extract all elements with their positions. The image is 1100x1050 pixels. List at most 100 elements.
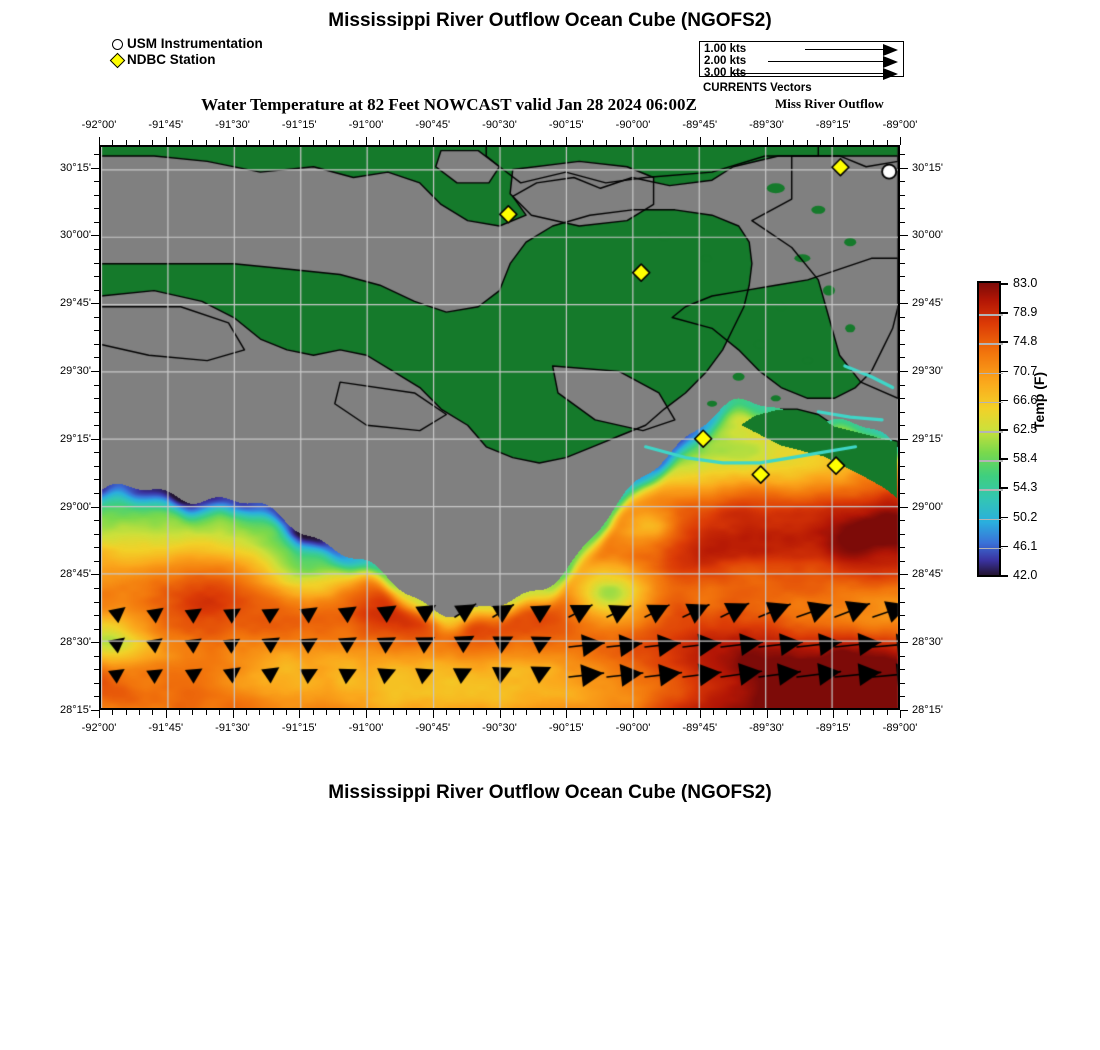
colorbar-tick-label: 42.0 bbox=[1013, 568, 1038, 582]
currents-vector-legend: 1.00 kts 2.00 kts 3.00 kts bbox=[699, 41, 904, 80]
colorbar-tick-label: 66.6 bbox=[1013, 392, 1038, 407]
axis-tick bbox=[392, 710, 394, 715]
axis-tick bbox=[659, 710, 661, 715]
lat-tick-label: 28°15' bbox=[60, 704, 91, 716]
vector-legend-label-1: 1.00 kts bbox=[704, 43, 747, 55]
axis-tick bbox=[846, 710, 848, 715]
axis-tick bbox=[406, 710, 408, 715]
axis-tick bbox=[900, 221, 905, 223]
axis-tick bbox=[179, 710, 181, 715]
axis-tick bbox=[900, 710, 908, 711]
axis-tick bbox=[900, 465, 905, 467]
axis-tick bbox=[900, 303, 908, 305]
axis-tick bbox=[900, 398, 905, 400]
axis-tick bbox=[900, 669, 905, 671]
axis-tick bbox=[873, 710, 875, 715]
axis-tick bbox=[606, 710, 608, 715]
colorbar-band-separator bbox=[979, 372, 1003, 375]
colorbar-tick-label: 50.2 bbox=[1013, 509, 1038, 524]
axis-tick bbox=[245, 710, 247, 715]
lon-tick-label: -89°30' bbox=[749, 722, 784, 734]
lon-tick-label: -90°15' bbox=[548, 119, 584, 131]
legend-label-ndbc: NDBC Station bbox=[127, 52, 216, 67]
axis-tick bbox=[646, 710, 648, 715]
axis-tick bbox=[91, 438, 99, 440]
colorbar-band-separator bbox=[979, 343, 1003, 345]
lon-tick-label: -89°30' bbox=[749, 119, 784, 131]
axis-tick bbox=[352, 710, 354, 715]
colorbar-band-separator bbox=[979, 460, 1003, 462]
axis-tick bbox=[900, 547, 905, 549]
axis-tick bbox=[139, 710, 141, 715]
colorbar-tick bbox=[1001, 312, 1008, 314]
axis-tick bbox=[900, 208, 905, 210]
axis-tick bbox=[379, 710, 381, 715]
axis-tick bbox=[886, 710, 888, 715]
vector-legend-caption: CURRENTS Vectors bbox=[703, 82, 812, 94]
lon-tick-label: -92°00' bbox=[81, 119, 117, 131]
axis-tick bbox=[219, 710, 221, 715]
legend-label-usm: USM Instrumentation bbox=[127, 36, 263, 51]
axis-tick bbox=[539, 710, 541, 715]
lat-tick-label: 28°15' bbox=[912, 704, 943, 716]
axis-tick bbox=[299, 137, 301, 145]
field-tag-label: Miss River Outflow bbox=[775, 96, 884, 111]
map-plot-area[interactable] bbox=[99, 145, 900, 710]
vector-shaft-2 bbox=[768, 61, 883, 63]
axis-tick bbox=[900, 370, 908, 372]
lon-tick-label: -89°00' bbox=[882, 722, 918, 734]
arrow-head-icon-3 bbox=[883, 68, 898, 80]
legend-item-usm: USM Instrumentation bbox=[110, 36, 263, 52]
axis-tick bbox=[432, 137, 434, 145]
lat-tick-label: 28°45' bbox=[912, 568, 943, 581]
axis-tick bbox=[766, 137, 768, 145]
lat-tick-label: 28°30' bbox=[912, 636, 943, 649]
colorbar-tick bbox=[1001, 458, 1008, 460]
axis-tick bbox=[432, 710, 434, 718]
axis-tick bbox=[419, 710, 421, 715]
axis-tick bbox=[900, 493, 905, 495]
lon-tick-label: -89°45' bbox=[682, 119, 718, 131]
colorbar-band-separator bbox=[979, 489, 1003, 491]
axis-tick bbox=[900, 696, 905, 698]
axis-tick bbox=[900, 560, 905, 562]
axis-tick bbox=[859, 710, 861, 715]
axis-tick bbox=[806, 710, 808, 715]
axis-tick bbox=[900, 167, 908, 169]
axis-tick bbox=[566, 137, 568, 145]
colorbar-tick-label: 54.3 bbox=[1013, 480, 1038, 495]
lon-tick-label: -91°15' bbox=[281, 119, 317, 131]
lon-tick-label: -89°45' bbox=[682, 722, 718, 734]
lon-tick-label: -91°45' bbox=[148, 119, 184, 131]
axis-tick bbox=[499, 137, 501, 145]
axis-tick bbox=[699, 710, 701, 718]
arrow-head-icon-1 bbox=[883, 44, 898, 56]
lat-tick-label: 29°30' bbox=[60, 364, 91, 377]
page-title: Mississippi River Outflow Ocean Cube (NG… bbox=[328, 10, 772, 31]
axis-tick bbox=[91, 506, 99, 508]
axis-tick bbox=[232, 710, 234, 718]
axis-tick bbox=[232, 137, 234, 145]
lat-tick-label: 29°45' bbox=[912, 297, 943, 310]
axis-tick bbox=[900, 710, 901, 718]
axis-tick bbox=[699, 137, 701, 145]
axis-tick bbox=[526, 710, 528, 715]
axis-tick bbox=[726, 710, 728, 715]
lon-tick-label: -89°15' bbox=[815, 119, 851, 131]
colorbar-band-separator bbox=[979, 431, 1003, 433]
colorbar-tick bbox=[1001, 399, 1008, 402]
colorbar-tick bbox=[1001, 545, 1008, 548]
axis-tick bbox=[91, 370, 99, 372]
axis-tick bbox=[552, 710, 554, 715]
lat-tick-label: 30°00' bbox=[912, 229, 943, 242]
axis-tick bbox=[165, 137, 167, 145]
axis-tick bbox=[753, 710, 755, 715]
axis-tick bbox=[112, 710, 114, 715]
colorbar-tick bbox=[1001, 516, 1008, 519]
axis-tick bbox=[779, 710, 781, 715]
axis-tick bbox=[165, 710, 167, 718]
axis-tick bbox=[91, 710, 99, 711]
colorbar-tick bbox=[1001, 429, 1008, 431]
lon-tick-label: -91°00' bbox=[348, 119, 384, 131]
axis-tick bbox=[459, 710, 461, 715]
